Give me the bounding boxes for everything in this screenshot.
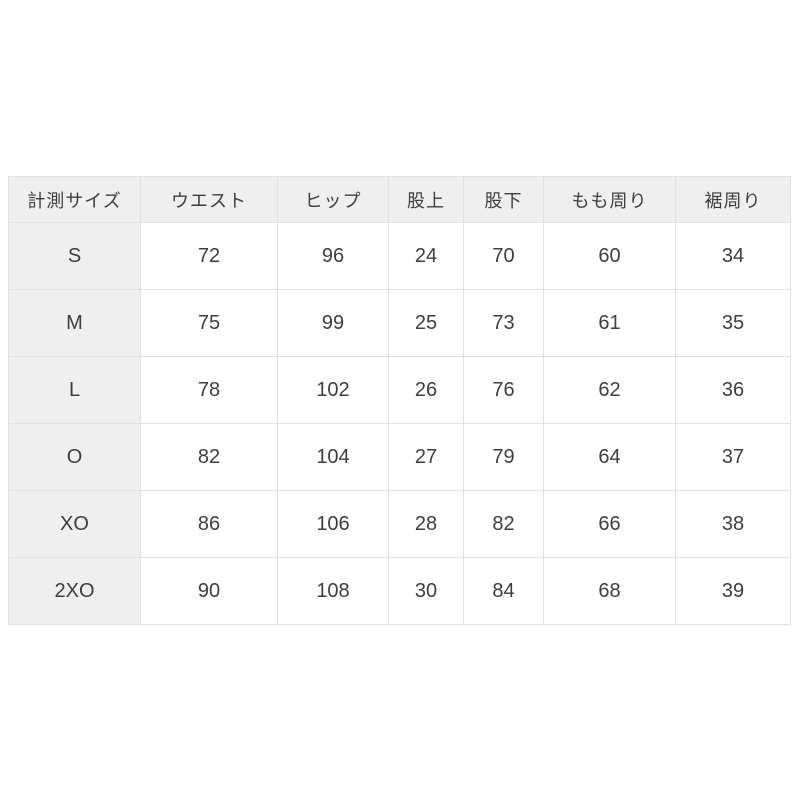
size-chart-table: 計測サイズ ウエスト ヒップ 股上 股下 もも周り 裾周り S 72 96 24… — [8, 176, 791, 625]
value-cell: 72 — [140, 222, 278, 290]
header-row: 計測サイズ ウエスト ヒップ 股上 股下 もも周り 裾周り — [8, 176, 791, 223]
value-cell: 104 — [277, 423, 389, 491]
table-row: O 82 104 27 79 64 37 — [8, 423, 791, 491]
value-cell: 108 — [277, 557, 389, 625]
value-cell: 73 — [463, 289, 544, 357]
table-row: L 78 102 26 76 62 36 — [8, 356, 791, 424]
value-cell: 27 — [388, 423, 464, 491]
value-cell: 30 — [388, 557, 464, 625]
value-cell: 28 — [388, 490, 464, 558]
value-cell: 26 — [388, 356, 464, 424]
value-cell: 78 — [140, 356, 278, 424]
value-cell: 24 — [388, 222, 464, 290]
value-cell: 38 — [675, 490, 791, 558]
table-row: S 72 96 24 70 60 34 — [8, 222, 791, 290]
value-cell: 62 — [543, 356, 676, 424]
value-cell: 96 — [277, 222, 389, 290]
value-cell: 90 — [140, 557, 278, 625]
column-header-hip: ヒップ — [277, 176, 389, 223]
column-header-thigh: もも周り — [543, 176, 676, 223]
value-cell: 36 — [675, 356, 791, 424]
value-cell: 61 — [543, 289, 676, 357]
value-cell: 82 — [463, 490, 544, 558]
size-cell: L — [8, 356, 141, 424]
value-cell: 106 — [277, 490, 389, 558]
column-header-waist: ウエスト — [140, 176, 278, 223]
column-header-rise: 股上 — [388, 176, 464, 223]
value-cell: 64 — [543, 423, 676, 491]
size-cell: M — [8, 289, 141, 357]
value-cell: 35 — [675, 289, 791, 357]
value-cell: 76 — [463, 356, 544, 424]
value-cell: 37 — [675, 423, 791, 491]
value-cell: 75 — [140, 289, 278, 357]
column-header-hem: 裾周り — [675, 176, 791, 223]
value-cell: 66 — [543, 490, 676, 558]
table-row: 2XO 90 108 30 84 68 39 — [8, 557, 791, 625]
value-cell: 60 — [543, 222, 676, 290]
size-cell: O — [8, 423, 141, 491]
table-row: M 75 99 25 73 61 35 — [8, 289, 791, 357]
value-cell: 82 — [140, 423, 278, 491]
value-cell: 70 — [463, 222, 544, 290]
value-cell: 39 — [675, 557, 791, 625]
size-cell: XO — [8, 490, 141, 558]
size-cell: 2XO — [8, 557, 141, 625]
column-header-inseam: 股下 — [463, 176, 544, 223]
value-cell: 25 — [388, 289, 464, 357]
value-cell: 84 — [463, 557, 544, 625]
value-cell: 99 — [277, 289, 389, 357]
size-cell: S — [8, 222, 141, 290]
value-cell: 102 — [277, 356, 389, 424]
table-row: XO 86 106 28 82 66 38 — [8, 490, 791, 558]
value-cell: 79 — [463, 423, 544, 491]
value-cell: 68 — [543, 557, 676, 625]
value-cell: 34 — [675, 222, 791, 290]
value-cell: 86 — [140, 490, 278, 558]
column-header-size: 計測サイズ — [8, 176, 141, 223]
